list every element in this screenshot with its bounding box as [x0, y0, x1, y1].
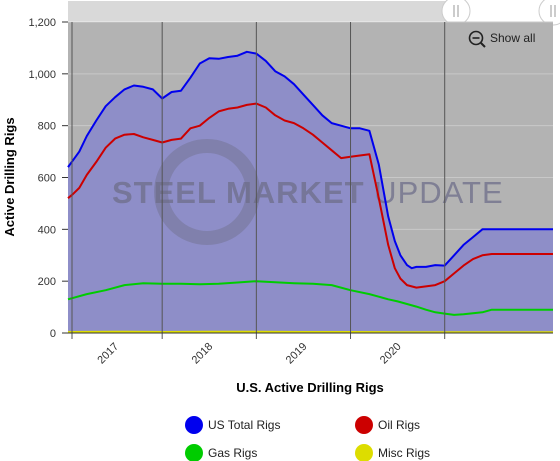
legend-swatch — [185, 444, 203, 461]
show-all-button[interactable]: Show all — [468, 30, 536, 48]
y-tick-label: 1,200 — [28, 17, 56, 29]
x-axis-ticks: 2017 2018 2019 2020 — [95, 341, 403, 367]
legend-label: Gas Rigs — [208, 446, 257, 460]
series-line-misc-rigs — [67, 330, 553, 334]
legend-swatch — [355, 444, 373, 461]
legend-swatch — [185, 416, 203, 434]
y-tick-label: 0 — [50, 328, 56, 340]
series-line-us-total-rigs — [67, 50, 553, 270]
watermark-light: UPDATE — [365, 175, 504, 210]
series-line-oil-rigs — [67, 102, 553, 289]
legend-swatch — [355, 416, 373, 434]
range-handle-left[interactable] — [441, 0, 471, 26]
range-scrollbar-track[interactable] — [68, 1, 553, 21]
legend: US Total Rigs Oil Rigs Gas Rigs Misc Rigs — [185, 416, 430, 461]
y-tick-label: 600 — [38, 173, 56, 185]
total-rigs-area — [68, 51, 553, 334]
y-tick-label: 1,000 — [28, 69, 56, 81]
x-tick-label: 2020 — [378, 341, 404, 367]
legend-item-gas-rigs[interactable]: Gas Rigs — [185, 444, 257, 461]
svg-text:STEEL MARKET UPDATE: STEEL MARKET UPDATE — [112, 175, 504, 210]
y-axis-ticks: 0 200 400 600 800 1,000 1,200 — [28, 17, 68, 340]
legend-item-us-total-rigs[interactable]: US Total Rigs — [185, 416, 280, 434]
y-tick-label: 800 — [38, 121, 56, 133]
x-tick-label: 2017 — [95, 341, 121, 367]
x-tick-label: 2019 — [284, 341, 310, 367]
zoom-out-icon — [468, 30, 484, 46]
legend-item-misc-rigs[interactable]: Misc Rigs — [355, 444, 430, 461]
show-all-label: Show all — [490, 31, 535, 45]
y-tick-label: 200 — [38, 276, 56, 288]
x-tick-label: 2018 — [190, 341, 216, 367]
watermark-bold: STEEL MARKET — [112, 175, 365, 210]
y-tick-label: 400 — [38, 224, 56, 236]
legend-label: Misc Rigs — [378, 446, 430, 460]
legend-label: US Total Rigs — [208, 418, 280, 432]
watermark: STEEL MARKET UPDATE — [112, 139, 504, 245]
x-axis-title: U.S. Active Drilling Rigs — [236, 380, 384, 395]
legend-label: Oil Rigs — [378, 418, 420, 432]
y-axis-title: Active Drilling Rigs — [2, 117, 17, 236]
range-scrollbar-thumb[interactable] — [455, 1, 553, 21]
legend-item-oil-rigs[interactable]: Oil Rigs — [355, 416, 420, 434]
range-handle-right[interactable] — [538, 0, 560, 26]
series-lines — [67, 50, 553, 334]
year-dividers — [71, 22, 446, 339]
series-line-gas-rigs — [67, 280, 553, 316]
